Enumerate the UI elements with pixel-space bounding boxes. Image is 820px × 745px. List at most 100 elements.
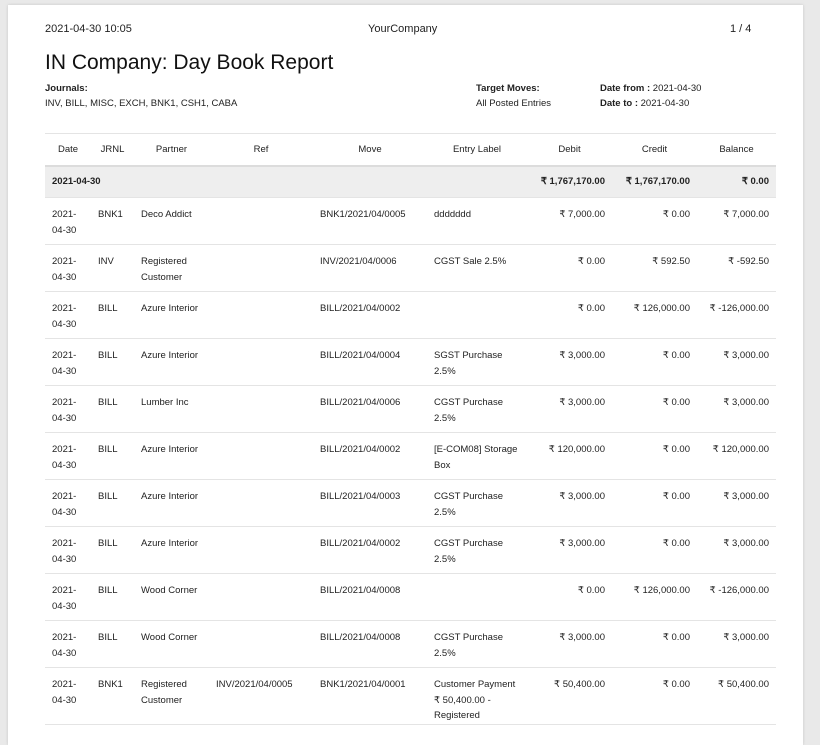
cell-ref (209, 432, 313, 480)
cell-move: INV/2021/04/0006 (313, 244, 427, 292)
cell-balance: ₹ 7,000.00 (697, 197, 776, 245)
journals-value: INV, BILL, MISC, EXCH, BNK1, CSH1, CABA (45, 98, 238, 109)
cell-credit: ₹ 126,000.00 (612, 291, 697, 339)
cell-ref (209, 197, 313, 245)
column-header-debit: Debit (527, 133, 612, 167)
table-row: 2021-04-30 BILL Azure Interior BILL/2021/04… (45, 338, 776, 386)
column-header-date: Date (45, 133, 91, 167)
cell-partner: Wood Corner (134, 620, 209, 668)
cell-ref (209, 244, 313, 292)
cell-move: BILL/2021/04/0008 (313, 573, 427, 621)
cell-jrnl: INV (91, 244, 134, 292)
table-header: Date JRNL Partner Ref Move Entry Label Debit Cr… (45, 133, 776, 167)
cell-debit: ₹ 3,000.00 (527, 620, 612, 668)
date-to-value: 2021-04-30 (640, 98, 690, 109)
cell-ref (209, 291, 313, 339)
cell-label: CGST Purchase 2.5% (427, 479, 527, 527)
cell-debit: ₹ 3,000.00 (527, 526, 612, 574)
print-datetime: 2021-04-30 10:05 (45, 23, 132, 35)
cell-label (427, 573, 527, 621)
cell-credit: ₹ 0.00 (612, 526, 697, 574)
date-from-value: 2021-04-30 (652, 83, 702, 94)
group-credit: ₹ 1,767,170.00 (612, 166, 697, 198)
cell-label (427, 291, 527, 339)
column-header-ref: Ref (209, 133, 313, 167)
cell-balance: ₹ 3,000.00 (697, 338, 776, 386)
table-row: 2021-04-30 BILL Wood Corner BILL/2021/04/00… (45, 573, 776, 621)
target-moves-label: Target Moves: (476, 83, 540, 94)
date-range-info: Date from : 2021-04-30 Date to : 2021-04… (600, 81, 701, 111)
cell-label: CGST Purchase 2.5% (427, 385, 527, 433)
cell-credit: ₹ 592.50 (612, 244, 697, 292)
cell-ref (209, 573, 313, 621)
cell-label: CGST Purchase 2.5% (427, 620, 527, 668)
table-row: 2021-04-30 BNK1 Deco Addict BNK1/2021/04/00… (45, 197, 776, 245)
cell-partner: Azure Interior (134, 479, 209, 527)
table-row: 2021-04-30 INV Registered Customer INV/2021… (45, 244, 776, 292)
cell-balance: ₹ 3,000.00 (697, 385, 776, 433)
column-header-balance: Balance (697, 133, 776, 167)
cell-partner: Azure Interior (134, 338, 209, 386)
cell-balance: ₹ 3,000.00 (697, 620, 776, 668)
cell-ref: INV/2021/04/0005 (209, 667, 313, 725)
cell-ref (209, 338, 313, 386)
cell-jrnl: BILL (91, 338, 134, 386)
column-header-move: Move (313, 133, 427, 167)
cell-credit: ₹ 0.00 (612, 667, 697, 725)
cell-credit: ₹ 0.00 (612, 479, 697, 527)
cell-date: 2021-04-30 (45, 620, 91, 668)
cell-date: 2021-04-30 (45, 573, 91, 621)
cell-partner: Azure Interior (134, 291, 209, 339)
page-number: 1 / 4 (730, 23, 752, 35)
cell-partner: Deco Addict (134, 197, 209, 245)
cell-debit: ₹ 120,000.00 (527, 432, 612, 480)
cell-jrnl: BILL (91, 620, 134, 668)
cell-debit: ₹ 3,000.00 (527, 385, 612, 433)
cell-date: 2021-04-30 (45, 291, 91, 339)
cell-date: 2021-04-30 (45, 385, 91, 433)
cell-jrnl: BNK1 (91, 197, 134, 245)
cell-label: Customer Payment ₹ 50,400.00 - Registere… (427, 667, 527, 725)
table-row: 2021-04-30 BILL Azure Interior BILL/2021/04… (45, 479, 776, 527)
cell-date: 2021-04-30 (45, 479, 91, 527)
group-debit: ₹ 1,767,170.00 (527, 166, 612, 198)
cell-debit: ₹ 50,400.00 (527, 667, 612, 725)
cell-date: 2021-04-30 (45, 338, 91, 386)
cell-move: BILL/2021/04/0003 (313, 479, 427, 527)
cell-balance: ₹ 50,400.00 (697, 667, 776, 725)
table-row: 2021-04-30 BNK1 Registered Customer INV/202… (45, 667, 776, 725)
cell-jrnl: BILL (91, 291, 134, 339)
table-row: 2021-04-30 BILL Azure Interior BILL/2021/04… (45, 291, 776, 339)
cell-debit: ₹ 3,000.00 (527, 338, 612, 386)
cell-debit: ₹ 0.00 (527, 244, 612, 292)
cell-date: 2021-04-30 (45, 667, 91, 725)
cell-ref (209, 479, 313, 527)
cell-balance: ₹ 3,000.00 (697, 526, 776, 574)
cell-jrnl: BILL (91, 526, 134, 574)
cell-move: BILL/2021/04/0002 (313, 526, 427, 574)
table-row: 2021-04-30 BILL Wood Corner BILL/2021/04/00… (45, 620, 776, 668)
cell-credit: ₹ 0.00 (612, 620, 697, 668)
cell-move: BILL/2021/04/0004 (313, 338, 427, 386)
cell-balance: ₹ -126,000.00 (697, 573, 776, 621)
cell-debit: ₹ 0.00 (527, 291, 612, 339)
report-page: 2021-04-30 10:05 YourCompany 1 / 4 IN Co… (8, 5, 803, 745)
journals-label: Journals: (45, 83, 88, 94)
cell-move: BNK1/2021/04/0005 (313, 197, 427, 245)
page-title: IN Company: Day Book Report (45, 51, 334, 74)
cell-date: 2021-04-30 (45, 244, 91, 292)
column-header-credit: Credit (612, 133, 697, 167)
cell-debit: ₹ 3,000.00 (527, 479, 612, 527)
cell-jrnl: BILL (91, 479, 134, 527)
cell-partner: Wood Corner (134, 573, 209, 621)
cell-label: SGST Purchase 2.5% (427, 338, 527, 386)
cell-date: 2021-04-30 (45, 197, 91, 245)
day-book-table: Date JRNL Partner Ref Move Entry Label Debit Cr… (45, 133, 776, 725)
cell-jrnl: BILL (91, 432, 134, 480)
cell-ref (209, 385, 313, 433)
column-header-jrnl: JRNL (91, 133, 134, 167)
target-moves-value: All Posted Entries (476, 98, 551, 109)
journals-info: Journals: INV, BILL, MISC, EXCH, BNK1, C… (45, 81, 237, 111)
cell-date: 2021-04-30 (45, 432, 91, 480)
cell-label: [E-COM08] Storage Box (427, 432, 527, 480)
